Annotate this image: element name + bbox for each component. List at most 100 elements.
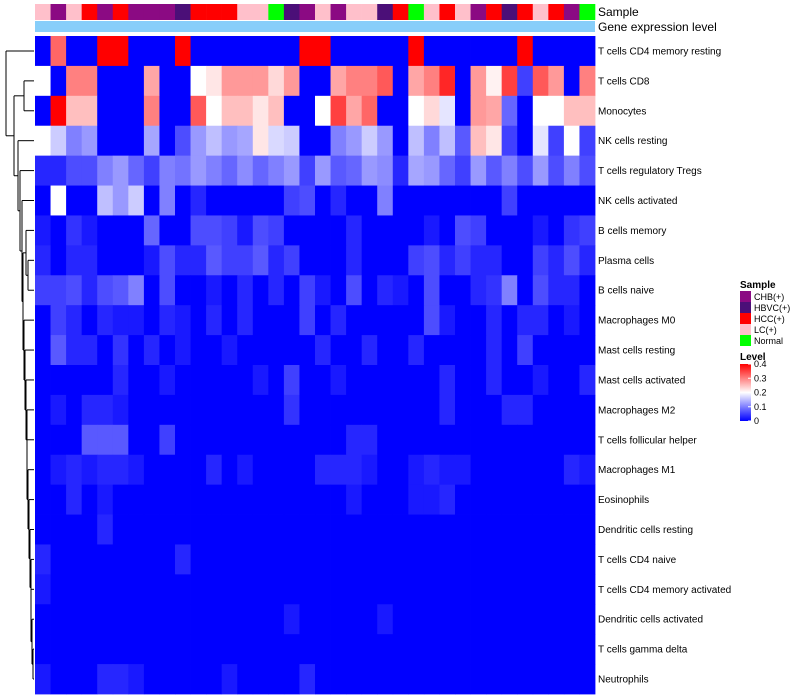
row-label: Dendritic cells activated	[598, 615, 703, 626]
heatmap-cell	[392, 664, 409, 695]
heatmap-cell	[377, 275, 394, 306]
heatmap-cell	[190, 574, 207, 605]
heatmap-cell	[361, 305, 378, 336]
heatmap-cell	[455, 95, 471, 127]
heatmap-cell	[283, 36, 300, 67]
heatmap-cell	[330, 36, 347, 67]
heatmap-cell	[346, 664, 363, 695]
heatmap-cell	[159, 574, 176, 605]
heatmap-cell	[330, 65, 347, 97]
heatmap-cell	[66, 484, 83, 515]
heatmap-cell	[377, 424, 394, 456]
heatmap-cell	[97, 634, 114, 665]
heatmap-cell	[237, 514, 254, 545]
heatmap-cell	[237, 365, 254, 396]
heatmap-cell	[408, 215, 425, 246]
level-tick-label: 0.3	[754, 373, 767, 383]
heatmap-cell	[159, 275, 176, 306]
heatmap-cell	[159, 65, 176, 97]
heatmap-cell	[548, 335, 565, 366]
heatmap-cell	[408, 574, 425, 605]
heatmap-cell	[237, 544, 254, 575]
heatmap-cell	[361, 215, 378, 246]
heatmap-cell	[159, 185, 176, 216]
heatmap-cell	[66, 65, 83, 97]
heatmap-cell	[190, 394, 207, 426]
heatmap-cell	[206, 634, 223, 665]
heatmap-cell	[486, 275, 503, 306]
heatmap-cell	[377, 664, 394, 695]
heatmap-cell	[112, 634, 129, 665]
heatmap-cell	[50, 245, 67, 276]
heatmap-cell	[486, 484, 503, 515]
heatmap-cell	[486, 604, 503, 635]
heatmap-cell	[392, 275, 409, 306]
heatmap-cell	[315, 664, 331, 695]
heatmap-cell	[50, 365, 67, 396]
heatmap-cell	[408, 634, 425, 665]
sample-annotation-cell	[97, 4, 114, 20]
heatmap-cell	[408, 275, 425, 306]
heatmap-cell	[81, 335, 98, 366]
heatmap-cell	[221, 155, 238, 186]
heatmap-cell	[237, 185, 254, 216]
heatmap-cell	[455, 275, 471, 306]
heatmap-cell	[299, 365, 316, 396]
heatmap-cell	[268, 185, 285, 216]
heatmap-cell	[392, 65, 409, 97]
row-label: T cells CD4 memory activated	[598, 585, 731, 596]
heatmap-cell	[283, 544, 300, 575]
heatmap-cell	[315, 365, 331, 396]
heatmap-cell	[501, 125, 518, 157]
heatmap-cell	[470, 245, 487, 276]
sample-legend-swatch	[740, 302, 751, 313]
heatmap-cell	[423, 335, 440, 366]
heatmap-cell	[159, 454, 176, 486]
row-label: T cells follicular helper	[598, 435, 697, 446]
sample-annotation-cell	[35, 4, 51, 20]
sample-annotation-cell	[377, 4, 394, 20]
heatmap-cell	[563, 125, 580, 157]
heatmap-cell	[439, 394, 456, 426]
heatmap-cell	[563, 604, 580, 635]
heatmap-cell	[268, 604, 285, 635]
heatmap-cell	[221, 484, 238, 515]
heatmap-cell	[501, 95, 518, 127]
heatmap-cell	[392, 215, 409, 246]
heatmap-cell	[35, 125, 51, 157]
heatmap-cell	[283, 185, 300, 216]
heatmap-cell	[315, 36, 331, 67]
heatmap-cell	[563, 664, 580, 695]
heatmap-cell	[283, 664, 300, 695]
heatmap-cell	[128, 394, 145, 426]
sample-annotation-cell	[470, 4, 487, 20]
heatmap-cell	[423, 664, 440, 695]
heatmap-cell	[455, 514, 471, 545]
heatmap-cell	[579, 664, 596, 695]
heatmap-cell	[283, 574, 300, 605]
heatmap-cell	[128, 275, 145, 306]
heatmap-cell	[190, 275, 207, 306]
heatmap-cell	[579, 95, 596, 127]
heatmap-cell	[532, 394, 549, 426]
heatmap-cell	[35, 275, 51, 306]
heatmap-cell	[175, 36, 191, 67]
heatmap-cell	[97, 215, 114, 246]
heatmap-cell	[315, 574, 331, 605]
heatmap-cell	[66, 664, 83, 695]
heatmap-cell	[190, 65, 207, 97]
heatmap-cell	[408, 394, 425, 426]
heatmap-cell	[97, 125, 114, 157]
heatmap-cell	[392, 514, 409, 545]
heatmap-cell	[423, 65, 440, 97]
heatmap-cell	[408, 514, 425, 545]
heatmap-cell	[377, 36, 394, 67]
heatmap-cell	[361, 544, 378, 575]
heatmap-cell	[501, 245, 518, 276]
heatmap-cell	[175, 664, 191, 695]
heatmap-cell	[455, 424, 471, 456]
heatmap-cell	[268, 544, 285, 575]
heatmap-cell	[283, 95, 300, 127]
sample-track-label: Sample	[598, 5, 639, 19]
heatmap-cell	[159, 365, 176, 396]
